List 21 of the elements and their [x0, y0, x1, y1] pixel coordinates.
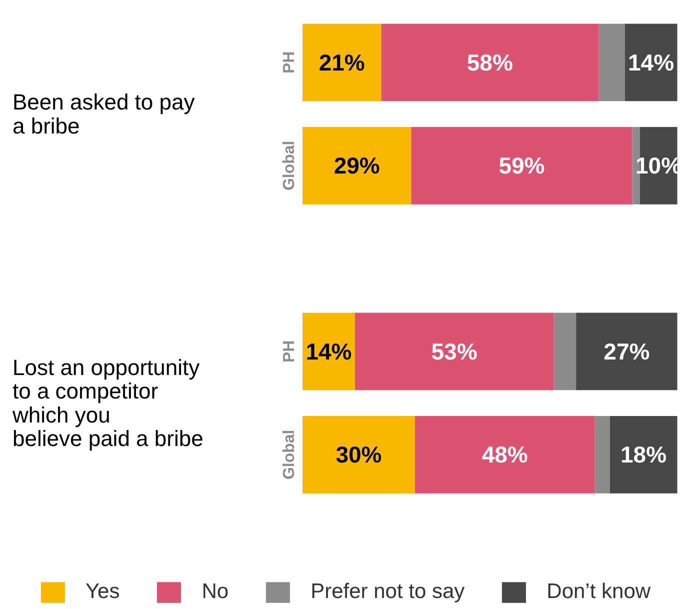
data-label: 18% [620, 442, 667, 468]
legend-label: No [202, 580, 229, 604]
data-label: 53% [431, 338, 478, 364]
data-label: 21% [318, 49, 365, 76]
y-tick-label: Global [280, 430, 298, 480]
legend-label: Don’t know [546, 580, 651, 604]
data-label: 58% [466, 49, 513, 76]
data-label: 48% [482, 442, 528, 468]
data-label: 30% [336, 442, 382, 468]
text: Lost an opportunity to a competitor which you believe paid a bribe [12, 354, 204, 452]
legend-label: Prefer not to say [310, 580, 465, 604]
y-tick-label: Global [280, 140, 298, 191]
y-tick-label: PH [280, 51, 298, 74]
legend-label: Yes [85, 580, 120, 604]
data-label: 29% [334, 152, 380, 179]
data-label: 59% [498, 152, 545, 179]
data-label: 14% [306, 338, 352, 364]
data-label: 14% [628, 49, 674, 76]
data-label: 27% [604, 338, 650, 364]
y-tick-label: PH [280, 340, 298, 363]
text: Been asked to pay a bribe [12, 90, 195, 138]
